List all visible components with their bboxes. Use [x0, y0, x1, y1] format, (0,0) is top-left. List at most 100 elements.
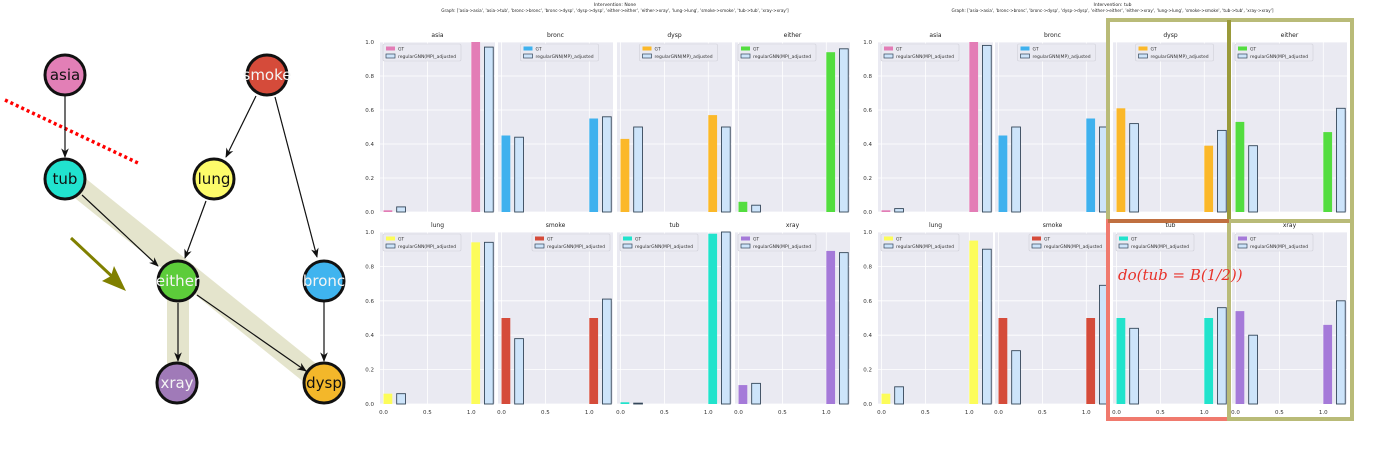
x-tick-label: 1.0 [965, 410, 974, 416]
node-xray-circle [155, 361, 199, 405]
legend-label-model: regularGNN(MP)_adjusted [896, 244, 954, 250]
subplot-asia: 0.0 0.2 0.4 0.6 0.8 1.0 asia GTregularGNN(MP)_a… [863, 32, 993, 216]
node-asia-circle [43, 53, 87, 97]
legend-label-gt: GT [1033, 47, 1039, 53]
bar-gt-dysp-1 [1204, 145, 1214, 212]
node-xray: xray [155, 361, 199, 405]
x-tick-label: 0.0 [994, 410, 1003, 416]
subplot-lung: 0.0 0.2 0.4 0.6 0.8 1.0 0.0 0.5 1.0 lung GTregular… [365, 222, 495, 416]
x-tick-label: 0.5 [423, 410, 432, 416]
bar-gt-lung-1 [969, 240, 979, 404]
edge-smoke-bronc [274, 96, 319, 258]
bar-model-dysp-0 [633, 126, 643, 213]
node-dysp-circle [302, 361, 346, 405]
x-tick-label: 0.0 [1112, 410, 1121, 416]
bar-gt-bronc-1 [589, 118, 599, 212]
legend-swatch-gt [1238, 236, 1247, 241]
subplot-title: bronc [547, 32, 564, 39]
figure-graph-title: Graph: ['asia->asia', 'asia->tub', 'bron… [441, 8, 789, 13]
subplot-title: bronc [1044, 32, 1061, 39]
edge-tub-either [81, 194, 159, 267]
bar-gt-asia-1 [969, 42, 979, 212]
bar-model-asia-0 [396, 206, 406, 213]
subplot-title: smoke [546, 222, 566, 229]
legend-swatch-gt [535, 236, 544, 241]
x-tick-label: 0.5 [1038, 410, 1047, 416]
bar-model-lung-0 [894, 386, 904, 405]
bar-model-bronc-0 [1011, 126, 1021, 213]
y-tick-label: 0.2 [365, 368, 374, 374]
node-either: either [156, 259, 201, 303]
node-smoke-label: smoke [243, 66, 292, 84]
bar-gt-smoke-0 [501, 318, 511, 404]
bar-model-either-1 [839, 48, 849, 213]
bar-gt-tub-1 [1204, 318, 1214, 404]
bar-gt-smoke-1 [1086, 318, 1096, 404]
bar-model-dysp-0 [1129, 123, 1139, 213]
y-tick-label: 0.6 [863, 108, 872, 114]
subplot-title: lung [431, 222, 444, 229]
legend-box [382, 43, 462, 62]
intervention-cut-line [4, 98, 139, 165]
bar-gt-tub-0 [620, 402, 630, 404]
node-lung: lung [192, 157, 236, 201]
legend-swatch-gt [386, 236, 395, 241]
legend-label-gt: GT [547, 237, 553, 243]
legend-swatch-model [883, 243, 894, 249]
legend-swatch-model [1237, 243, 1248, 249]
legend-swatch-gt [1138, 46, 1148, 51]
legend-swatch-gt [741, 46, 750, 51]
bar-model-lung-0 [396, 393, 406, 405]
legend-swatch-model [523, 53, 533, 59]
bar-gt-xray-0 [738, 385, 748, 404]
node-smoke: smoke [243, 53, 292, 97]
bar-gt-xray-0 [1235, 311, 1245, 404]
bar-gt-smoke-1 [589, 318, 599, 404]
y-tick-label: 0.8 [863, 264, 872, 270]
legend-label-model: regularGNN(MP)_adjusted [1250, 244, 1308, 250]
x-tick-label: 1.0 [822, 410, 831, 416]
subplot-title: tub [1166, 222, 1176, 229]
bar-gt-dysp-1 [708, 115, 718, 212]
subplot-title: tub [670, 222, 680, 229]
bar-gt-either-1 [1323, 132, 1333, 212]
legend-label-model: regularGNN(MP)_adjusted [896, 54, 954, 60]
node-lung-circle [192, 157, 236, 201]
node-tub: tub [43, 157, 87, 201]
bar-gt-xray-1 [826, 250, 836, 404]
subplot-title: xray [1283, 222, 1297, 229]
legend-swatch-model [534, 243, 545, 249]
node-asia-label: asia [50, 66, 80, 84]
legend-label-gt: GT [753, 47, 759, 53]
subplot-title: xray [786, 222, 800, 229]
legend-swatch-gt [884, 46, 893, 51]
intervention-annotation: do(tub = B(1/2)) [1118, 266, 1243, 284]
bar-model-either-0 [1248, 145, 1258, 213]
bar-gt-bronc-0 [501, 135, 511, 212]
legend-box [531, 233, 611, 252]
legend-swatch-gt [1020, 46, 1030, 51]
y-tick-label: 0.0 [863, 402, 872, 408]
x-tick-label: 0.0 [877, 410, 886, 416]
y-tick-label: 0.6 [365, 108, 374, 114]
highlight-boxes [1106, 18, 1354, 421]
legend-label-gt: GT [896, 237, 902, 243]
node-dysp: dysp [302, 361, 346, 405]
legend-label-gt: GT [1151, 47, 1157, 53]
bar-model-lung-1 [982, 248, 992, 405]
legend-swatch-model [385, 243, 396, 249]
y-tick-label: 1.0 [365, 40, 374, 46]
